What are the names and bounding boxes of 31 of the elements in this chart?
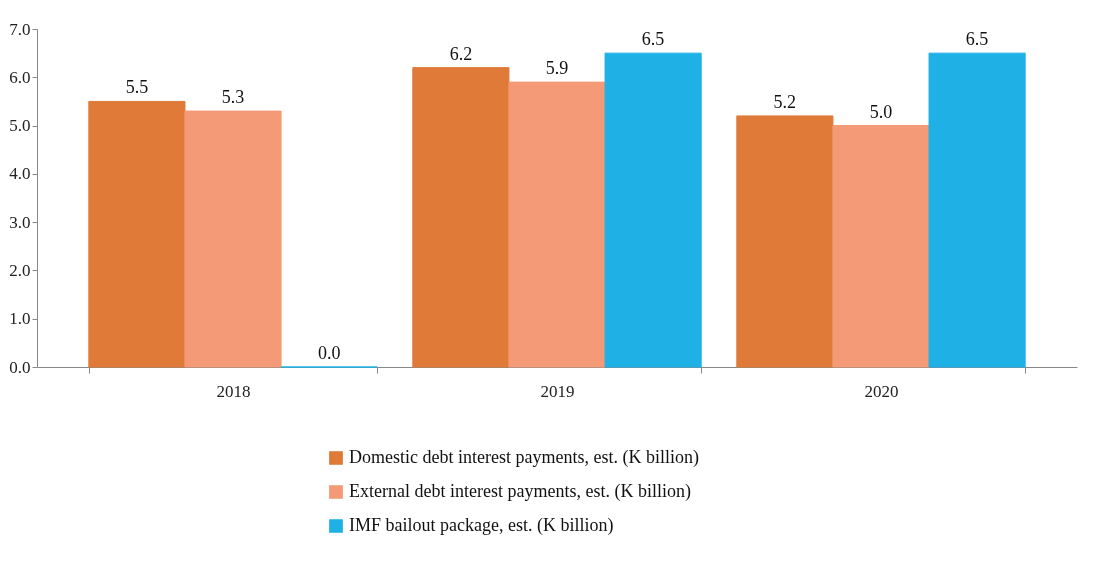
x-tick-label: 2019: [540, 381, 575, 401]
legend-label: IMF bailout package, est. (K billion): [349, 515, 614, 536]
y-tick-label: 0.0: [9, 357, 31, 377]
y-tick-label: 7.0: [9, 19, 31, 39]
data-label: 5.9: [545, 58, 569, 79]
data-label: 6.2: [449, 43, 473, 64]
bar: [736, 115, 834, 368]
data-label: 5.0: [869, 101, 893, 122]
data-label: 5.5: [125, 77, 149, 98]
legend-label: Domestic debt interest payments, est. (K billion): [349, 447, 699, 468]
legend-label: External debt interest payments, est. (K billion): [349, 481, 691, 502]
y-tick-label: 3.0: [9, 212, 31, 232]
data-label: 6.5: [965, 29, 989, 50]
bar: [928, 52, 1026, 368]
data-label: 0.0: [317, 343, 341, 363]
data-label: 5.3: [221, 87, 245, 108]
bar: [508, 81, 606, 368]
y-tick-label: 5.0: [9, 116, 31, 136]
x-tick-label: 2018: [216, 381, 251, 401]
x-tick-label: 2020: [864, 381, 899, 401]
y-tick-label: 4.0: [9, 164, 31, 184]
y-tick-label: 1.0: [9, 309, 31, 329]
bar: [184, 110, 282, 368]
bar: [88, 100, 186, 368]
y-tick-label: 2.0: [9, 260, 31, 280]
bar: [412, 67, 510, 368]
data-label: 5.2: [773, 91, 797, 112]
bar: [604, 52, 702, 368]
y-tick-label: 6.0: [9, 67, 31, 87]
data-label: 6.5: [641, 29, 665, 50]
bar: [832, 125, 930, 368]
